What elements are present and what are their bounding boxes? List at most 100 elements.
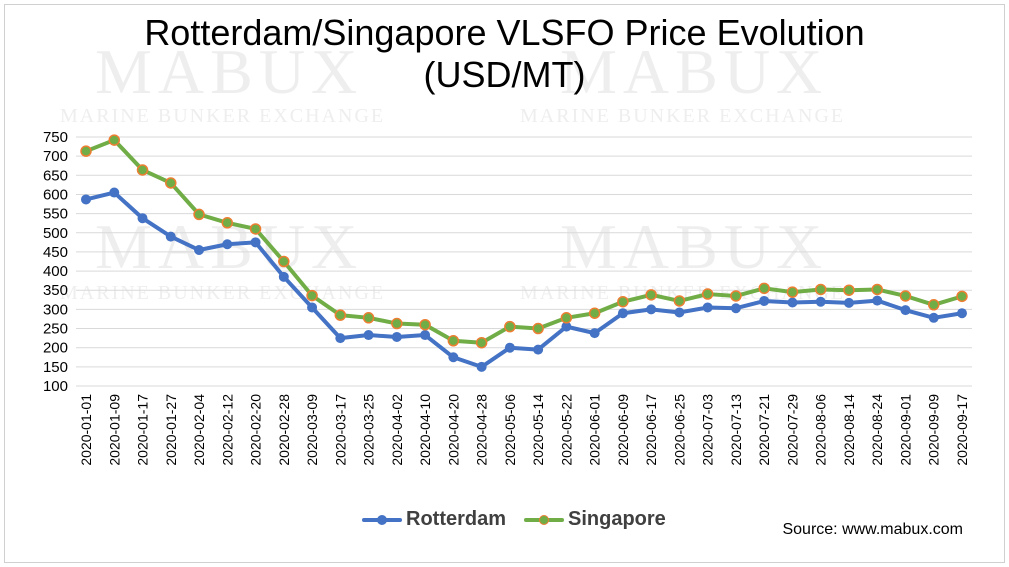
data-point-rotterdam bbox=[759, 295, 770, 306]
data-point-rotterdam bbox=[476, 361, 487, 372]
data-point-rotterdam bbox=[900, 305, 911, 316]
x-tick-label: 2020-08-06 bbox=[813, 394, 829, 466]
x-tick-label: 2020-06-09 bbox=[615, 394, 631, 466]
data-point-singapore bbox=[560, 312, 573, 324]
x-tick-label: 2020-03-17 bbox=[332, 394, 348, 466]
x-tick-label: 2020-06-01 bbox=[587, 394, 603, 466]
data-point-rotterdam bbox=[730, 303, 741, 314]
data-point-singapore bbox=[730, 290, 742, 302]
data-point-singapore bbox=[504, 320, 516, 333]
data-point-rotterdam bbox=[533, 344, 544, 355]
data-point-singapore bbox=[814, 283, 827, 296]
y-tick-label: 400 bbox=[43, 263, 68, 280]
x-tick-label: 2020-04-20 bbox=[445, 394, 461, 466]
data-point-rotterdam bbox=[872, 295, 883, 306]
data-point-rotterdam bbox=[109, 187, 120, 198]
y-tick-label: 150 bbox=[43, 359, 68, 376]
x-tick-label: 2020-02-20 bbox=[248, 394, 264, 466]
y-tick-label: 250 bbox=[43, 321, 68, 338]
x-tick-label: 2020-08-14 bbox=[841, 394, 857, 466]
x-tick-label: 2020-05-06 bbox=[502, 394, 518, 466]
data-point-singapore bbox=[193, 208, 205, 221]
data-point-rotterdam bbox=[165, 231, 176, 242]
data-point-singapore bbox=[447, 335, 460, 347]
x-tick-label: 2020-04-28 bbox=[474, 394, 490, 466]
data-point-rotterdam bbox=[674, 307, 685, 318]
x-tick-label: 2020-01-27 bbox=[163, 394, 179, 466]
x-tick-label: 2020-08-24 bbox=[869, 394, 885, 466]
data-point-rotterdam bbox=[335, 333, 346, 344]
data-point-singapore bbox=[278, 255, 290, 268]
x-tick-label: 2020-03-09 bbox=[304, 394, 320, 466]
data-point-singapore bbox=[80, 145, 92, 157]
y-tick-label: 550 bbox=[43, 206, 68, 223]
data-point-rotterdam bbox=[278, 271, 289, 282]
data-point-rotterdam bbox=[448, 352, 459, 363]
y-tick-label: 600 bbox=[43, 186, 68, 203]
chart-frame bbox=[4, 4, 1005, 563]
y-tick-label: 750 bbox=[43, 129, 68, 146]
data-point-singapore bbox=[899, 290, 912, 302]
data-point-rotterdam bbox=[843, 297, 854, 308]
x-tick-label: 2020-07-03 bbox=[700, 394, 716, 466]
data-point-rotterdam bbox=[307, 302, 318, 313]
x-tick-label: 2020-05-14 bbox=[530, 394, 546, 466]
data-point-singapore bbox=[617, 295, 629, 308]
data-point-rotterdam bbox=[137, 213, 148, 224]
source-note: Source: www.mabux.com bbox=[782, 521, 963, 538]
chart-title-line2: (USD/MT) bbox=[423, 54, 586, 95]
x-tick-label: 2020-09-17 bbox=[954, 394, 970, 466]
x-tick-label: 2020-02-04 bbox=[191, 394, 207, 466]
data-point-singapore bbox=[136, 164, 149, 176]
legend-label-rotterdam: Rotterdam bbox=[406, 508, 507, 530]
data-point-rotterdam bbox=[617, 308, 628, 319]
x-tick-label: 2020-07-13 bbox=[728, 394, 744, 466]
legend-swatch-singapore bbox=[524, 514, 565, 525]
x-tick-label: 2020-03-25 bbox=[361, 394, 377, 466]
data-point-singapore bbox=[645, 289, 657, 301]
x-tick-label: 2020-06-17 bbox=[643, 394, 659, 466]
y-tick-label: 500 bbox=[43, 225, 68, 242]
data-point-rotterdam bbox=[589, 328, 600, 339]
data-point-rotterdam bbox=[787, 297, 798, 308]
y-tick-label: 450 bbox=[43, 244, 68, 261]
data-point-rotterdam bbox=[81, 194, 91, 205]
data-point-rotterdam bbox=[561, 321, 572, 332]
y-tick-label: 300 bbox=[43, 301, 68, 318]
data-point-singapore bbox=[362, 312, 375, 324]
data-point-rotterdam bbox=[702, 302, 713, 313]
legend-label-singapore: Singapore bbox=[568, 508, 666, 530]
data-point-singapore bbox=[843, 284, 855, 296]
x-tick-label: 2020-06-25 bbox=[671, 394, 687, 466]
data-point-rotterdam bbox=[420, 330, 431, 341]
x-tick-label: 2020-02-28 bbox=[276, 394, 292, 466]
data-point-singapore bbox=[871, 283, 883, 296]
x-tick-label: 2020-09-01 bbox=[897, 394, 913, 466]
data-point-singapore bbox=[249, 223, 262, 235]
y-tick-label: 700 bbox=[43, 148, 68, 165]
x-tick-label: 2020-05-22 bbox=[558, 394, 574, 466]
y-tick-label: 200 bbox=[43, 340, 68, 357]
data-point-singapore bbox=[391, 317, 403, 330]
data-point-rotterdam bbox=[194, 245, 205, 256]
data-point-singapore bbox=[786, 286, 799, 298]
data-point-singapore bbox=[221, 217, 234, 229]
legend-item-singapore: Singapore bbox=[524, 508, 666, 531]
data-point-rotterdam bbox=[363, 330, 374, 341]
data-point-singapore bbox=[165, 177, 177, 189]
data-point-singapore bbox=[758, 282, 770, 295]
series-line-singapore bbox=[85, 138, 963, 345]
x-tick-label: 2020-01-17 bbox=[135, 394, 151, 466]
data-point-singapore bbox=[108, 134, 121, 146]
data-point-rotterdam bbox=[646, 304, 657, 315]
data-point-rotterdam bbox=[504, 342, 515, 353]
x-tick-label: 2020-07-29 bbox=[784, 394, 800, 466]
chart-legend: Rotterdam Singapore bbox=[362, 508, 684, 531]
x-tick-label: 2020-02-12 bbox=[219, 394, 235, 466]
data-point-rotterdam bbox=[815, 296, 826, 307]
data-point-singapore bbox=[956, 290, 968, 303]
data-point-singapore bbox=[532, 322, 544, 335]
chart-title-line1: Rotterdam/Singapore VLSFO Price Evolutio… bbox=[144, 12, 865, 53]
data-point-rotterdam bbox=[250, 237, 261, 248]
x-tick-label: 2020-07-21 bbox=[756, 394, 772, 466]
